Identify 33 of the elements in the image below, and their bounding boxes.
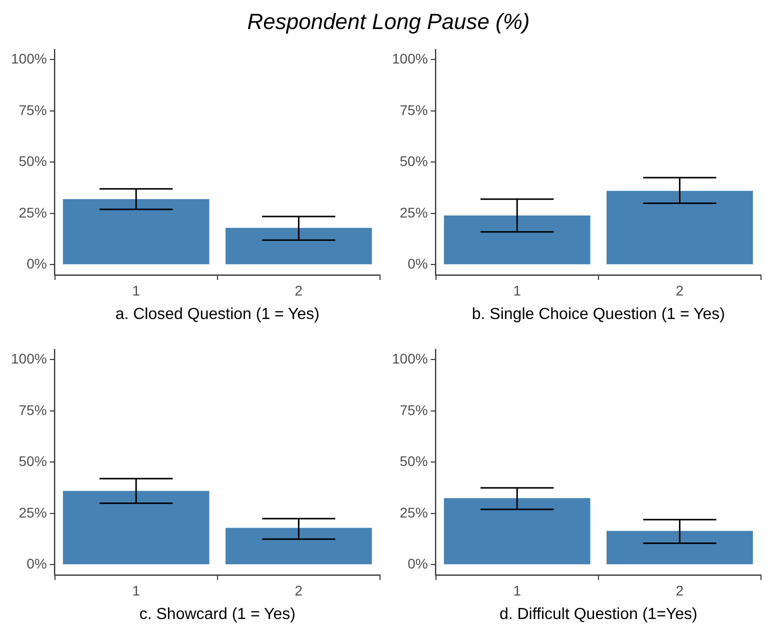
y-tick-label: 75%: [400, 102, 428, 118]
x-tick-label: 1: [513, 582, 522, 598]
chart-title: Respondent Long Pause (%): [246, 8, 531, 36]
x-axis-title: b. Single Choice Question (1 = Yes): [472, 306, 725, 323]
x-axis-title: d. Difficult Question (1=Yes): [499, 606, 698, 623]
x-axis-title: a. Closed Question (1 = Yes): [115, 306, 320, 323]
y-tick-label: 75%: [400, 402, 428, 418]
y-tick-label: 75%: [18, 102, 47, 118]
y-tick-label: 50%: [18, 453, 47, 470]
y-tick-label: 75%: [18, 402, 47, 418]
x-tick-label: 1: [132, 282, 140, 298]
y-tick-label: 100%: [10, 50, 47, 67]
y-tick-label: 25%: [18, 204, 47, 220]
y-tick-label: 0%: [26, 256, 47, 272]
y-tick-label: 50%: [400, 153, 428, 170]
x-tick-label: 1: [132, 582, 140, 598]
y-tick-label: 100%: [10, 350, 47, 367]
y-tick-label: 100%: [392, 50, 428, 67]
y-tick-label: 0%: [408, 556, 428, 572]
y-tick-label: 25%: [18, 504, 47, 520]
x-tick-label: 2: [294, 282, 303, 298]
y-tick-label: 50%: [400, 453, 428, 470]
y-tick-label: 100%: [392, 350, 428, 367]
x-axis-title: c. Showcard (1 = Yes): [139, 606, 296, 623]
y-tick-label: 0%: [26, 556, 47, 572]
y-tick-label: 25%: [400, 504, 428, 520]
y-tick-label: 0%: [408, 256, 428, 272]
x-tick-label: 1: [513, 282, 522, 298]
y-tick-label: 50%: [18, 153, 47, 170]
x-tick-label: 2: [676, 582, 684, 598]
x-tick-label: 2: [294, 582, 303, 598]
x-tick-label: 2: [676, 282, 684, 298]
y-tick-label: 25%: [400, 204, 428, 220]
